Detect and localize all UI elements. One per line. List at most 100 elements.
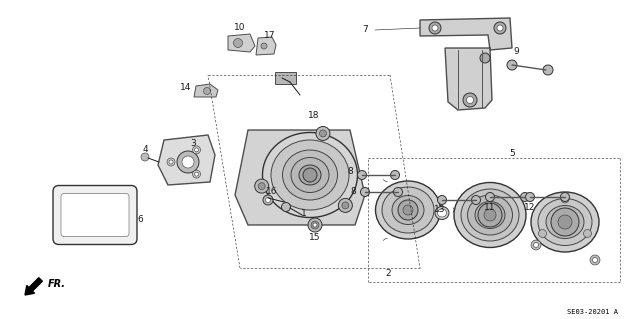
Circle shape [167,158,175,166]
Circle shape [467,97,474,103]
Circle shape [463,93,477,107]
Polygon shape [194,84,218,97]
Circle shape [182,156,194,168]
Circle shape [593,257,598,263]
Text: SE03-20201 A: SE03-20201 A [567,309,618,315]
Ellipse shape [467,195,513,235]
Circle shape [195,148,198,152]
Text: 6: 6 [137,216,143,225]
Circle shape [204,87,211,94]
Polygon shape [158,135,215,185]
Ellipse shape [438,209,447,217]
Circle shape [255,179,269,193]
Circle shape [486,192,495,202]
Circle shape [525,192,534,202]
Circle shape [394,188,403,197]
Circle shape [432,25,438,31]
FancyBboxPatch shape [61,194,129,236]
Text: 2: 2 [385,270,391,278]
Circle shape [531,240,541,250]
Circle shape [316,126,330,140]
Circle shape [193,170,200,178]
FancyBboxPatch shape [53,186,137,244]
Text: 15: 15 [309,233,321,241]
Circle shape [360,188,369,197]
FancyArrow shape [25,278,42,295]
Circle shape [403,205,413,215]
Circle shape [258,183,265,189]
Text: 4: 4 [142,145,148,154]
Circle shape [195,172,198,176]
Polygon shape [256,37,276,55]
Text: 1: 1 [301,209,307,218]
Circle shape [261,43,267,49]
Circle shape [478,203,502,227]
Text: 12: 12 [524,203,536,211]
Polygon shape [445,48,492,110]
Circle shape [313,223,317,227]
Polygon shape [275,72,296,84]
Ellipse shape [461,189,519,241]
Circle shape [339,198,353,212]
Circle shape [472,196,481,204]
Ellipse shape [376,181,440,239]
Text: 17: 17 [264,32,276,41]
Ellipse shape [299,165,321,185]
Text: 13: 13 [435,205,445,214]
Circle shape [390,170,399,180]
Ellipse shape [546,205,584,239]
Circle shape [303,168,317,182]
Text: 14: 14 [180,84,191,93]
Text: 5: 5 [509,149,515,158]
Circle shape [484,209,496,221]
Polygon shape [420,18,512,50]
Ellipse shape [538,198,592,246]
Circle shape [543,65,553,75]
Circle shape [342,202,349,209]
Circle shape [551,208,579,236]
Circle shape [561,195,569,203]
Text: 3: 3 [190,139,196,149]
Text: 9: 9 [513,48,519,56]
Text: 10: 10 [234,23,246,32]
Circle shape [494,22,506,34]
Ellipse shape [262,132,358,218]
Polygon shape [228,34,255,52]
Text: 18: 18 [308,112,320,121]
Ellipse shape [282,150,337,200]
Text: 11: 11 [484,203,496,211]
Ellipse shape [531,192,599,252]
Circle shape [358,170,367,180]
Circle shape [308,218,322,232]
Ellipse shape [291,158,329,192]
Text: 16: 16 [266,188,278,197]
Circle shape [561,192,570,202]
Circle shape [497,25,503,31]
Circle shape [507,60,517,70]
Circle shape [558,215,572,229]
Circle shape [311,221,319,229]
Circle shape [480,53,490,63]
Ellipse shape [475,202,505,228]
Circle shape [141,153,149,161]
Circle shape [590,255,600,265]
Ellipse shape [382,187,434,233]
Polygon shape [235,130,365,225]
Ellipse shape [392,196,424,225]
Circle shape [263,195,273,205]
Text: FR.: FR. [48,279,66,289]
Circle shape [534,242,538,248]
Circle shape [319,130,326,137]
Circle shape [584,229,591,238]
Circle shape [266,197,271,203]
Circle shape [193,146,200,154]
Ellipse shape [271,140,349,210]
Ellipse shape [454,182,526,248]
Circle shape [177,151,199,173]
Text: 8: 8 [347,167,353,176]
Text: 7: 7 [362,26,368,34]
Circle shape [520,192,529,202]
Circle shape [429,22,441,34]
Circle shape [398,200,418,220]
Circle shape [234,39,243,48]
